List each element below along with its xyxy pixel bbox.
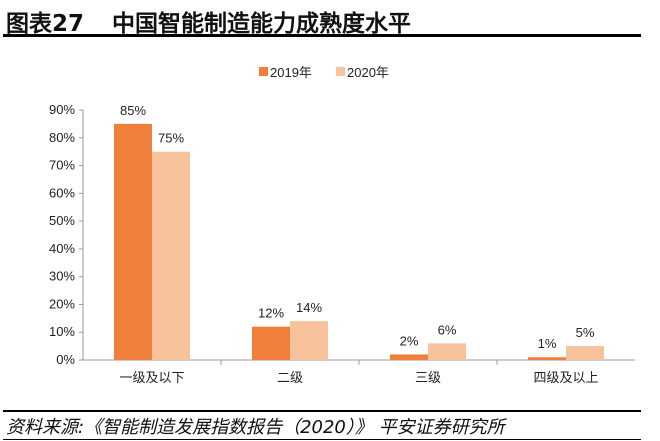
- bar: [290, 321, 328, 360]
- data-label: 14%: [296, 300, 322, 315]
- y-tick-label: 30%: [49, 269, 75, 284]
- x-tick-label: 二级: [277, 370, 303, 385]
- bar: [528, 357, 566, 360]
- y-tick-label: 20%: [49, 296, 75, 311]
- data-label: 12%: [258, 306, 284, 321]
- x-tick-label: 四级及以上: [533, 370, 598, 385]
- y-tick-label: 40%: [49, 241, 75, 256]
- x-tick-label: 三级: [415, 370, 441, 385]
- y-tick-label: 60%: [49, 185, 75, 200]
- legend-label: 2019年: [270, 65, 312, 80]
- bar: [252, 326, 290, 360]
- x-tick-label: 一级及以下: [119, 370, 184, 385]
- legend-swatch: [259, 67, 268, 76]
- title-rule: [3, 34, 641, 37]
- source-note: 资料来源:《智能制造发展指数报告（2020）》 平安证券研究所: [6, 417, 505, 438]
- figure-label: 图表27: [6, 11, 85, 37]
- y-tick-label: 10%: [49, 324, 75, 339]
- data-label: 1%: [538, 336, 557, 351]
- bar: [390, 354, 428, 360]
- data-label: 5%: [576, 325, 595, 340]
- y-tick-label: 70%: [49, 158, 75, 173]
- y-tick-label: 50%: [49, 213, 75, 228]
- data-label: 6%: [438, 322, 457, 337]
- legend-swatch: [336, 67, 345, 76]
- chart-title: 中国智能制造能力成熟度水平: [112, 11, 412, 37]
- source-rule-top: [3, 410, 641, 412]
- legend-label: 2020年: [347, 65, 389, 80]
- y-tick-label: 0%: [56, 352, 75, 367]
- bar: [428, 343, 466, 360]
- y-tick-label: 90%: [49, 102, 75, 117]
- figure-title: 图表27 中国智能制造能力成熟度水平: [6, 4, 411, 38]
- data-label: 85%: [120, 103, 146, 118]
- bar: [114, 123, 152, 360]
- bar: [152, 151, 190, 360]
- data-label: 2%: [400, 333, 419, 348]
- y-tick-label: 80%: [49, 130, 75, 145]
- data-label: 75%: [158, 131, 184, 146]
- bar: [566, 346, 604, 360]
- source-rule-bottom: [3, 439, 641, 440]
